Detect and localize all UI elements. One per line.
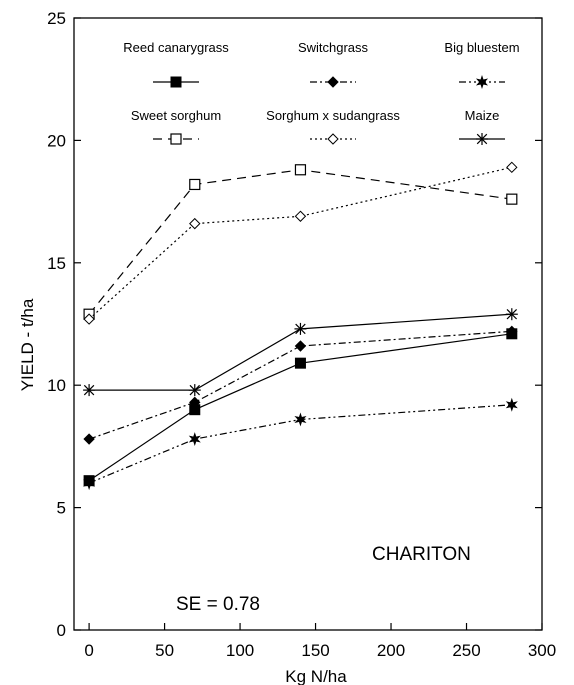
legend-label: Maize xyxy=(465,108,500,123)
legend-label: Switchgrass xyxy=(298,40,369,55)
series-line xyxy=(88,169,512,315)
series-line xyxy=(88,166,512,320)
data-point xyxy=(189,217,201,230)
data-point xyxy=(294,340,307,352)
y-tick-label: 0 xyxy=(57,621,66,640)
data-point xyxy=(83,433,95,445)
data-point xyxy=(506,161,518,174)
x-tick-label: 100 xyxy=(226,641,254,660)
legend-marker xyxy=(327,76,339,88)
site-annotation: CHARITON xyxy=(372,544,471,565)
data-point xyxy=(83,384,96,397)
y-tick-label: 5 xyxy=(57,499,66,518)
legend-marker xyxy=(475,75,489,89)
axis-ticks: 0 50 100 150 200 250 300 0 5 10 15 20 25 xyxy=(47,9,556,660)
x-tick-label: 150 xyxy=(301,641,329,660)
legend-label: Big bluestem xyxy=(444,40,519,55)
x-tick-label: 200 xyxy=(377,641,405,660)
data-point xyxy=(505,397,518,412)
plot-frame xyxy=(73,17,543,631)
series-line xyxy=(88,330,512,440)
series-maize xyxy=(83,308,518,397)
legend-label: Sorghum x sudangrass xyxy=(266,108,400,123)
legend-entry-switchgrass: Switchgrass xyxy=(298,40,369,88)
data-point xyxy=(189,396,201,409)
series-sorghum-x-sudangrass xyxy=(83,161,518,325)
series-line xyxy=(88,333,512,482)
legend-entry-reed-canarygrass: Reed canarygrass xyxy=(123,40,229,88)
legend-marker xyxy=(170,133,182,145)
data-point xyxy=(83,476,96,491)
y-tick-label: 25 xyxy=(47,9,66,28)
legend-entry-sorghum-x-sudangrass: Sorghum x sudangrass xyxy=(266,108,400,145)
data-point xyxy=(294,412,307,427)
data-point xyxy=(294,357,306,369)
y-tick-label: 10 xyxy=(47,376,66,395)
data-point xyxy=(188,384,201,397)
series-line xyxy=(89,313,512,391)
x-axis-title: Kg N/ha xyxy=(285,667,347,685)
x-tick-label: 50 xyxy=(155,641,174,660)
legend-marker xyxy=(476,133,488,145)
se-annotation: SE = 0.78 xyxy=(176,594,260,615)
x-tick-label: 300 xyxy=(528,641,556,660)
data-point xyxy=(505,308,518,321)
legend-label: Sweet sorghum xyxy=(131,108,221,123)
x-tick-label: 250 xyxy=(452,641,480,660)
data-point xyxy=(189,178,201,191)
data-point xyxy=(294,322,307,335)
legend-entry-maize: Maize xyxy=(459,108,505,145)
legend-label: Reed canarygrass xyxy=(123,40,229,55)
y-tick-label: 15 xyxy=(47,254,66,273)
series-switchgrass xyxy=(83,325,518,445)
legend: Reed canarygrass Switchgrass Big bluestem S… xyxy=(123,40,520,145)
data-point xyxy=(294,164,307,176)
data-point xyxy=(294,210,307,222)
series-big-bluestem xyxy=(83,397,518,491)
x-tick-label: 0 xyxy=(84,641,93,660)
legend-marker xyxy=(170,76,182,88)
series-group xyxy=(83,161,518,491)
legend-entry-big-bluestem: Big bluestem xyxy=(444,40,520,89)
y-axis-title: YIELD - t/ha xyxy=(18,298,37,391)
data-point xyxy=(188,432,201,447)
data-point xyxy=(83,313,95,325)
y-tick-label: 20 xyxy=(47,131,66,150)
legend-marker xyxy=(327,133,339,145)
plot-border xyxy=(73,17,543,631)
series-reed-canarygrass xyxy=(83,328,518,487)
series-sweet-sorghum xyxy=(83,164,518,320)
data-point xyxy=(506,325,518,338)
data-point xyxy=(506,193,518,205)
legend-entry-sweet-sorghum: Sweet sorghum xyxy=(131,108,221,145)
